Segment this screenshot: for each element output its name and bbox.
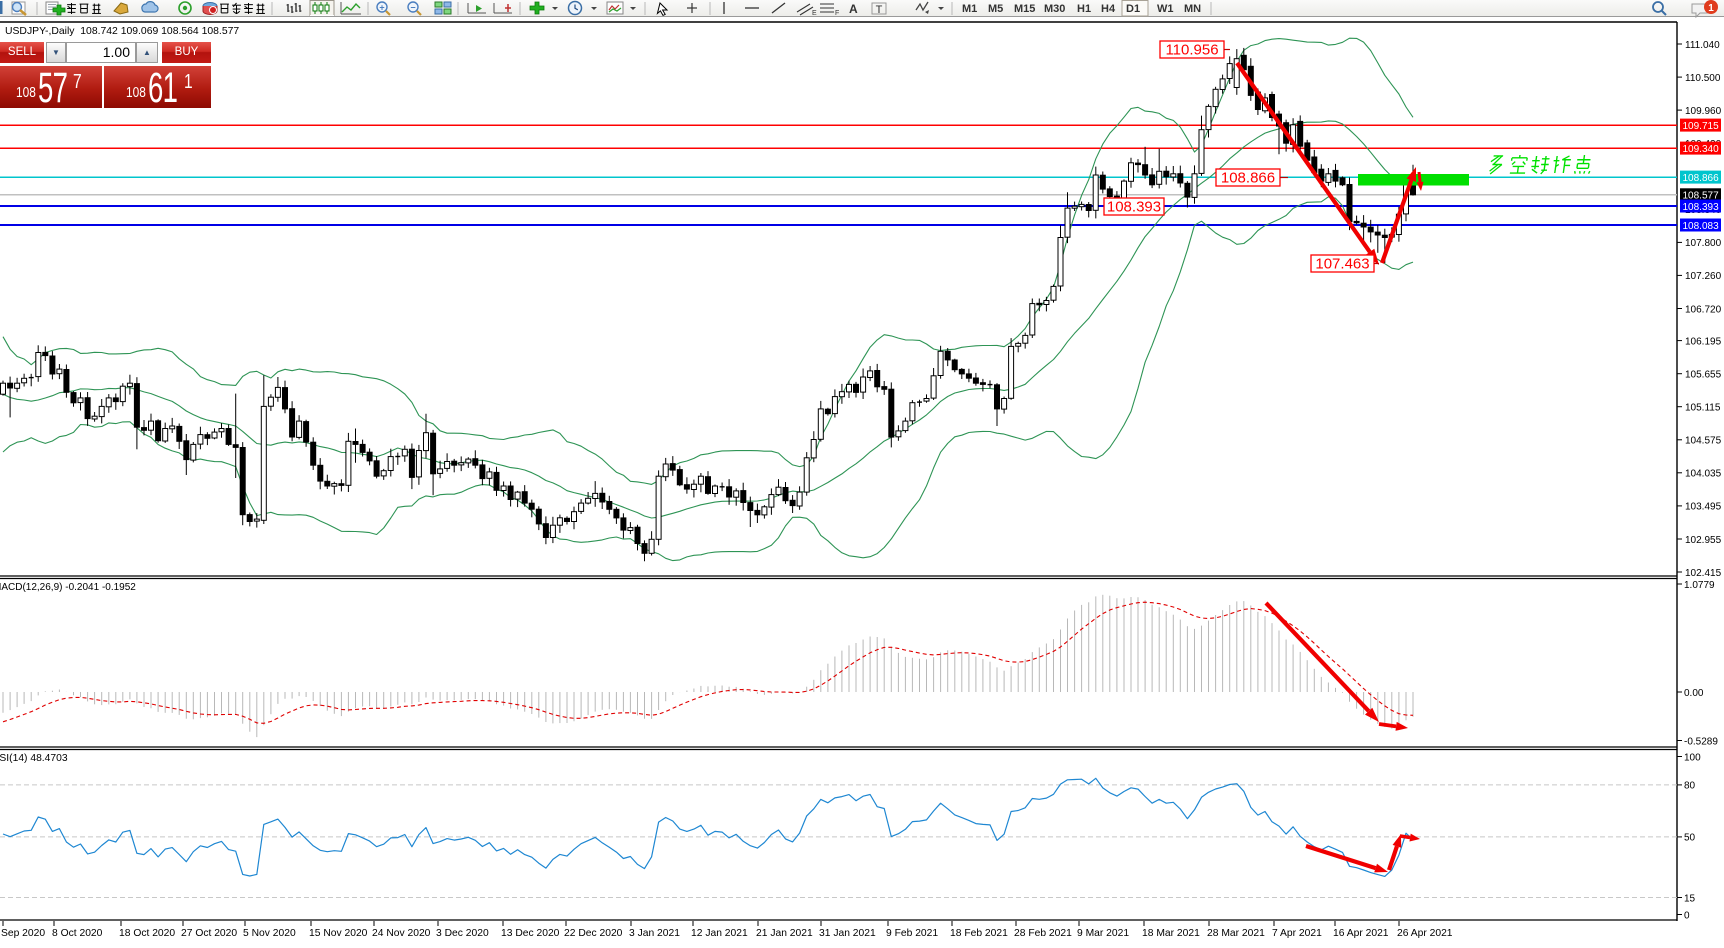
svg-text:Sep 2020: Sep 2020 <box>1 928 45 939</box>
svg-text:109.960: 109.960 <box>1685 106 1722 117</box>
svg-text:108.083: 108.083 <box>1683 221 1720 232</box>
svg-text:50: 50 <box>1684 833 1696 844</box>
svg-text:31 Jan 2021: 31 Jan 2021 <box>819 928 876 939</box>
svg-text:102.955: 102.955 <box>1685 535 1722 546</box>
svg-text:7 Apr 2021: 7 Apr 2021 <box>1272 928 1322 939</box>
svg-text:12 Jan 2021: 12 Jan 2021 <box>691 928 748 939</box>
svg-text:110.956: 110.956 <box>1165 42 1218 59</box>
svg-text:108.393: 108.393 <box>1683 202 1720 213</box>
svg-text:9 Mar 2021: 9 Mar 2021 <box>1077 928 1129 939</box>
svg-text:18 Oct 2020: 18 Oct 2020 <box>119 928 175 939</box>
svg-text:18 Feb 2021: 18 Feb 2021 <box>950 928 1008 939</box>
svg-text:108.866: 108.866 <box>1221 170 1275 187</box>
svg-text:109.715: 109.715 <box>1683 121 1720 132</box>
svg-text:26 Apr 2021: 26 Apr 2021 <box>1397 928 1453 939</box>
svg-text:103.495: 103.495 <box>1685 502 1722 513</box>
svg-text:MACD(12,26,9) -0.2041 -0.1952: MACD(12,26,9) -0.2041 -0.1952 <box>0 582 136 593</box>
svg-text:27 Oct 2020: 27 Oct 2020 <box>181 928 237 939</box>
svg-text:13 Dec 2020: 13 Dec 2020 <box>501 928 560 939</box>
svg-text:0: 0 <box>1684 910 1690 921</box>
svg-text:111.040: 111.040 <box>1685 40 1720 51</box>
svg-text:107.800: 107.800 <box>1685 238 1722 249</box>
svg-text:110.500: 110.500 <box>1685 73 1721 84</box>
svg-text:5 Nov 2020: 5 Nov 2020 <box>243 928 296 939</box>
svg-text:RSI(14) 48.4703: RSI(14) 48.4703 <box>0 753 68 764</box>
svg-text:18 Mar 2021: 18 Mar 2021 <box>1142 928 1200 939</box>
svg-text:9 Feb 2021: 9 Feb 2021 <box>886 928 938 939</box>
svg-text:104.575: 104.575 <box>1685 436 1722 447</box>
svg-text:106.195: 106.195 <box>1685 336 1722 347</box>
svg-text:108.393: 108.393 <box>1107 199 1161 216</box>
svg-text:USDJPY-,Daily 108.742 109.069: USDJPY-,Daily 108.742 109.069 108.564 10… <box>5 26 239 37</box>
svg-text:-0.5289: -0.5289 <box>1684 736 1718 747</box>
svg-text:21 Jan 2021: 21 Jan 2021 <box>756 928 813 939</box>
svg-text:22 Dec 2020: 22 Dec 2020 <box>564 928 623 939</box>
svg-text:105.655: 105.655 <box>1685 370 1722 381</box>
svg-text:24 Nov 2020: 24 Nov 2020 <box>372 928 431 939</box>
svg-text:100: 100 <box>1684 752 1701 763</box>
svg-text:106.720: 106.720 <box>1685 304 1722 315</box>
svg-text:104.035: 104.035 <box>1685 469 1722 480</box>
svg-text:109.340: 109.340 <box>1683 144 1720 155</box>
svg-text:3 Jan 2021: 3 Jan 2021 <box>629 928 680 939</box>
svg-text:16 Apr 2021: 16 Apr 2021 <box>1333 928 1389 939</box>
svg-text:15 Nov 2020: 15 Nov 2020 <box>309 928 368 939</box>
svg-text:108.866: 108.866 <box>1683 173 1720 184</box>
svg-text:1.0779: 1.0779 <box>1684 580 1715 591</box>
svg-text:107.463: 107.463 <box>1315 256 1369 273</box>
svg-text:28 Mar 2021: 28 Mar 2021 <box>1207 928 1265 939</box>
svg-text:0.00: 0.00 <box>1684 688 1704 699</box>
svg-text:28 Feb 2021: 28 Feb 2021 <box>1014 928 1072 939</box>
svg-text:105.115: 105.115 <box>1685 403 1721 414</box>
svg-text:107.260: 107.260 <box>1685 271 1722 282</box>
svg-text:3 Dec 2020: 3 Dec 2020 <box>436 928 489 939</box>
svg-text:80: 80 <box>1684 781 1696 792</box>
svg-text:8 Oct 2020: 8 Oct 2020 <box>52 928 103 939</box>
svg-text:15: 15 <box>1684 893 1696 904</box>
svg-text:102.415: 102.415 <box>1685 568 1722 579</box>
